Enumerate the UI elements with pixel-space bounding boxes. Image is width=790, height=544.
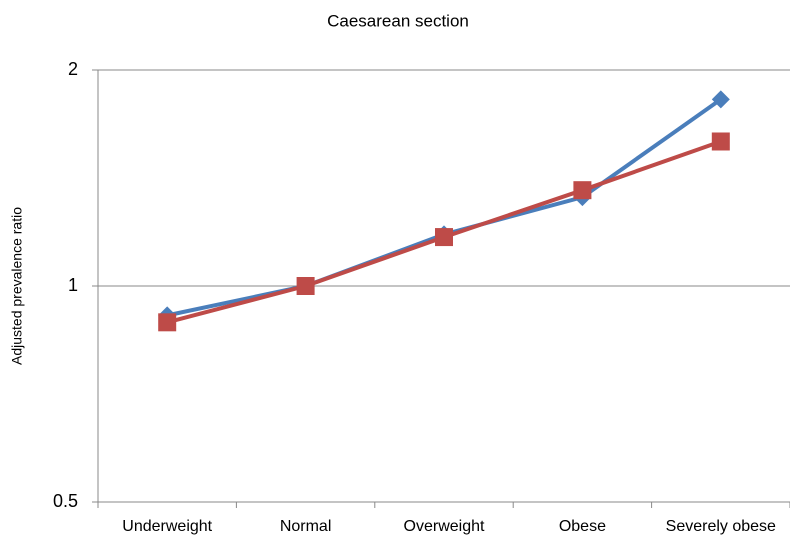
marker — [711, 132, 730, 151]
x-tick-label: Normal — [280, 518, 332, 535]
marker — [435, 228, 453, 247]
marker — [711, 90, 730, 109]
x-tick-label: Severely obese — [666, 518, 776, 535]
x-tick-label: Overweight — [404, 518, 485, 535]
x-tick-label: Underweight — [122, 518, 212, 535]
y-tick-label: 2 — [68, 59, 78, 79]
series-line — [166, 97, 722, 318]
marker — [573, 181, 592, 200]
x-tick-label: Obese — [559, 518, 606, 535]
marker — [296, 277, 315, 295]
chart-title: Caesarean section — [327, 11, 469, 30]
y-tick-label: 0.5 — [53, 491, 78, 511]
y-tick-label: 1 — [68, 275, 78, 295]
marker — [158, 313, 177, 332]
y-axis-label: Adjusted prevalence ratio — [9, 207, 25, 365]
